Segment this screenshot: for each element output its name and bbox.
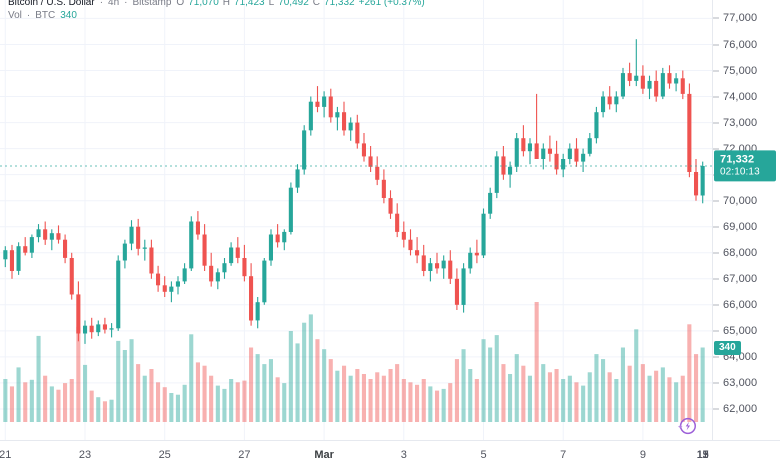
price-tick-dash [713,356,719,358]
ai-sparkle-icon[interactable] [676,415,698,437]
time-tick-label: 17 [696,449,709,461]
time-tick-label: 15 [696,449,709,461]
price-tick-label: 73,000 [723,116,758,129]
price-tick-label: 77,000 [723,12,758,25]
price-tick-dash [713,200,719,202]
price-tick-label: 69,000 [723,220,758,233]
price-tick-dash [713,408,719,410]
time-axis[interactable]: 21 23 25 27 Mar 3 5 7 9 11 13 15 17 19 [0,440,780,470]
price-tick-label: 76,000 [723,38,758,51]
time-tick-label: 21 [0,449,12,461]
chart-plot-area[interactable] [0,0,712,440]
price-tick-dash [713,44,719,45]
price-tick-label: 70,000 [723,194,758,207]
time-tick-label: 5 [480,449,487,461]
time-tick-label: Mar [314,449,334,461]
price-tick-dash [713,122,719,124]
chart-gridlines [0,0,712,440]
price-tick-dash [713,382,719,384]
price-tick-dash [713,96,719,97]
time-tick-label: 3 [400,449,407,461]
current-price-value: 71,332 [720,153,755,166]
time-tick-label: 7 [560,449,567,461]
current-price-badge[interactable]: 71,332 02:10:13 [714,150,776,182]
volume-value-badge[interactable]: 340 [714,340,741,355]
time-tick-label: 11 [696,449,709,461]
time-tick-label: 19 [696,449,709,461]
price-tick-label: 68,000 [723,246,758,259]
price-tick-dash [713,252,719,254]
time-tick-label: 25 [158,449,171,461]
price-tick-label: 65,000 [723,324,758,337]
price-tick-label: 62,000 [723,403,758,415]
time-tick-label: 23 [78,449,92,461]
bar-countdown: 02:10:13 [720,166,760,178]
price-tick-dash [713,330,719,332]
price-tick-dash [713,17,719,19]
candlestick-series [3,39,705,422]
time-tick-label: 27 [238,449,251,461]
price-tick-dash [713,226,719,228]
time-tick-label: 13 [696,449,709,461]
price-tick-dash [713,70,719,71]
price-axis[interactable]: 77,00076,00075,00074,00073,00072,00071,0… [712,0,780,440]
price-tick-label: 74,000 [723,90,758,103]
price-tick-label: 63,000 [723,376,758,389]
time-tick-label: 9 [639,449,646,461]
current-price-line [0,165,712,167]
price-tick-dash [713,278,719,280]
price-tick-label: 75,000 [723,64,758,77]
price-tick-dash [713,148,719,150]
price-tick-dash [713,304,719,306]
price-tick-label: 66,000 [723,298,758,311]
price-tick-label: 67,000 [723,272,758,285]
